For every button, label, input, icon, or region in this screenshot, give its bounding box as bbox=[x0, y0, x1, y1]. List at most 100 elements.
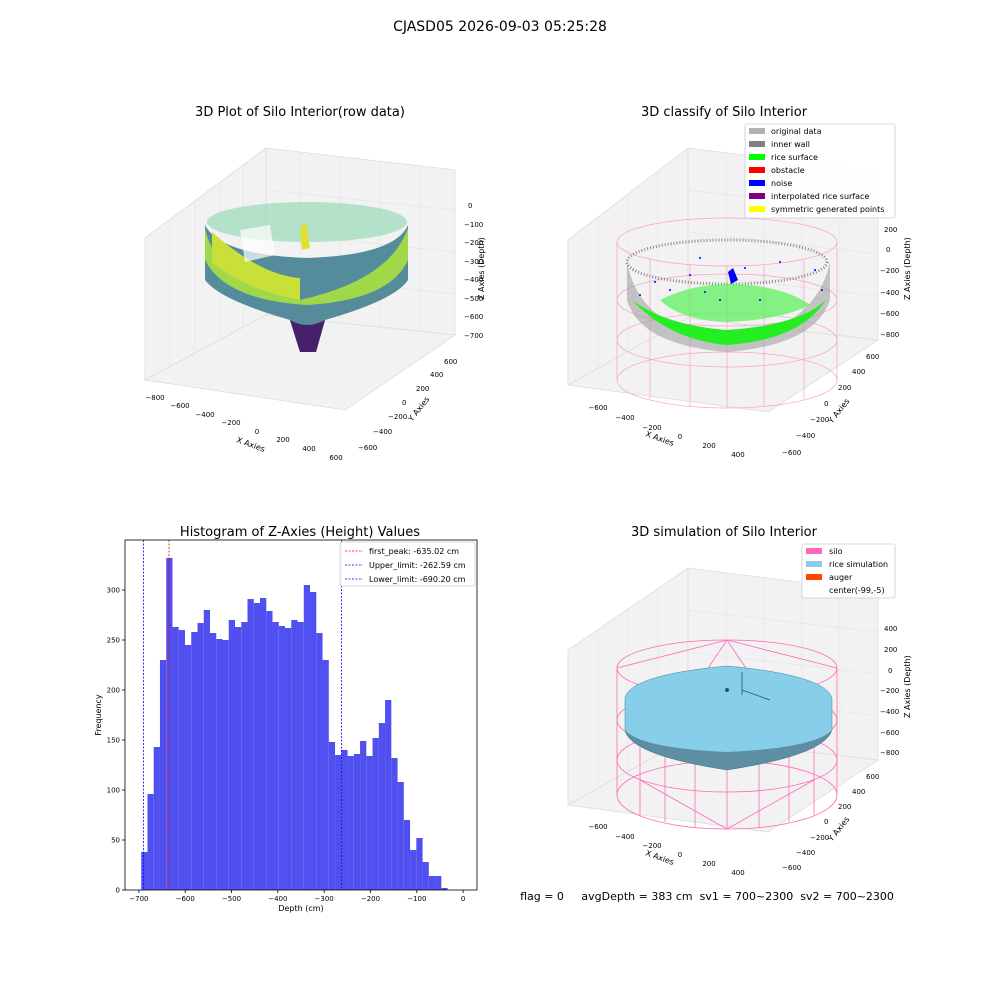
svg-text:400: 400 bbox=[302, 445, 315, 453]
svg-text:−400: −400 bbox=[796, 849, 815, 857]
svg-text:−400: −400 bbox=[796, 432, 815, 440]
histogram-axes-frame bbox=[124, 539, 478, 891]
svg-text:−400: −400 bbox=[880, 708, 899, 716]
svg-text:−800: −800 bbox=[145, 394, 164, 402]
raw-z-axis-label: Z Axies (Depth) bbox=[477, 237, 486, 300]
histogram-bar bbox=[278, 626, 286, 890]
histogram-bar bbox=[316, 633, 323, 890]
svg-text:0: 0 bbox=[678, 433, 682, 441]
raw-y-ticks: −600 −400 −200 0 200 400 600 bbox=[358, 358, 457, 452]
legend-swatch-inner-wall bbox=[749, 141, 765, 147]
svg-text:600: 600 bbox=[329, 454, 342, 462]
legend-swatch-auger bbox=[806, 574, 822, 580]
legend-label-center: center(-99,-5) bbox=[829, 586, 885, 595]
classify-y-ticks: −600 −400 −200 0 200 400 600 bbox=[782, 353, 879, 457]
histogram-bar bbox=[366, 756, 373, 890]
histogram-bar bbox=[353, 754, 361, 890]
legend-label-inner-wall: inner wall bbox=[771, 140, 810, 149]
legend-label-auger: auger bbox=[829, 573, 853, 582]
legend-label-noise: noise bbox=[771, 179, 792, 188]
histogram-x-tick-label: −300 bbox=[315, 895, 334, 903]
histogram-x-tick-label: −600 bbox=[176, 895, 195, 903]
histogram-bar bbox=[197, 623, 204, 890]
histogram-bar bbox=[153, 747, 160, 890]
legend-label-upper-limit: Upper_limit: -262.59 cm bbox=[369, 561, 466, 570]
svg-text:0: 0 bbox=[824, 818, 828, 826]
simulation-x-ticks: −600 −400 −200 0 200 400 bbox=[588, 823, 744, 877]
svg-text:−600: −600 bbox=[782, 449, 801, 457]
histogram-bar bbox=[235, 627, 242, 890]
histogram-bar bbox=[247, 599, 254, 890]
histogram-bar bbox=[203, 610, 210, 890]
legend-swatch-silo bbox=[806, 548, 822, 554]
histogram-bar bbox=[178, 630, 185, 890]
legend-label-first-peak: first_peak: -635.02 cm bbox=[369, 547, 459, 556]
histogram-bars bbox=[141, 558, 448, 890]
simulation-y-axis-label: Y Axies bbox=[826, 815, 852, 844]
figure-title: CJASD05 2026-09-03 05:25:28 bbox=[393, 19, 607, 35]
svg-text:−400: −400 bbox=[615, 414, 634, 422]
histogram-bar bbox=[410, 850, 417, 890]
histogram-bar bbox=[310, 592, 317, 890]
svg-text:−600: −600 bbox=[170, 402, 189, 410]
raw-panel-title: 3D Plot of Silo Interior(row data) bbox=[195, 105, 405, 120]
legend-label-symmetric: symmetric generated points bbox=[771, 205, 884, 214]
svg-text:−200: −200 bbox=[642, 842, 661, 850]
svg-text:200: 200 bbox=[838, 384, 851, 392]
svg-text:400: 400 bbox=[731, 869, 744, 877]
svg-text:−200: −200 bbox=[880, 267, 899, 275]
histogram-bar bbox=[260, 598, 267, 890]
histogram-bar bbox=[397, 782, 404, 890]
histogram-y-tick-label: 250 bbox=[107, 637, 120, 645]
panel-classify-3d: 3D classify of Silo Interior bbox=[566, 105, 912, 459]
histogram-bar bbox=[322, 660, 329, 890]
histogram-vlines bbox=[143, 540, 342, 890]
histogram-bar bbox=[385, 700, 392, 890]
svg-text:−400: −400 bbox=[464, 276, 483, 284]
simulation-panel-title: 3D simulation of Silo Interior bbox=[631, 525, 818, 540]
svg-text:−400: −400 bbox=[615, 833, 634, 841]
svg-text:−400: −400 bbox=[195, 411, 214, 419]
svg-text:−600: −600 bbox=[588, 823, 607, 831]
svg-text:400: 400 bbox=[884, 625, 897, 633]
legend-label-original-data: original data bbox=[771, 127, 822, 136]
histogram-y-tick-label: 200 bbox=[107, 687, 120, 695]
svg-text:0: 0 bbox=[468, 202, 472, 210]
classify-x-axis-label: X Axies bbox=[644, 429, 675, 448]
svg-text:−300: −300 bbox=[464, 258, 483, 266]
svg-text:200: 200 bbox=[884, 646, 897, 654]
svg-text:200: 200 bbox=[276, 436, 289, 444]
classify-points bbox=[625, 238, 830, 352]
svg-text:−800: −800 bbox=[880, 331, 899, 339]
histogram-bar bbox=[328, 742, 336, 890]
svg-text:−600: −600 bbox=[464, 313, 483, 321]
legend-label-rice-simulation: rice simulation bbox=[829, 560, 888, 569]
classify-z-axis-label: Z Axies (Depth) bbox=[903, 237, 912, 300]
histogram-bar bbox=[378, 723, 386, 890]
svg-text:−600: −600 bbox=[782, 864, 801, 872]
histogram-bar bbox=[285, 628, 292, 890]
legend-label-silo: silo bbox=[829, 547, 843, 556]
classify-y-axis-label: Y Axies bbox=[826, 397, 852, 426]
svg-text:−200: −200 bbox=[464, 239, 483, 247]
legend-swatch-rice-simulation bbox=[806, 561, 822, 567]
histogram-bar bbox=[435, 876, 442, 890]
svg-text:−600: −600 bbox=[358, 444, 377, 452]
classify-panel-title: 3D classify of Silo Interior bbox=[641, 105, 808, 120]
histogram-y-tick-label: 300 bbox=[107, 587, 120, 595]
histogram-bar bbox=[335, 755, 342, 890]
histogram-bar bbox=[241, 622, 248, 890]
legend-swatch-interpolated bbox=[749, 193, 765, 199]
svg-text:0: 0 bbox=[824, 400, 828, 408]
raw-scatter-surface bbox=[205, 202, 408, 352]
svg-text:600: 600 bbox=[866, 773, 879, 781]
legend-label-rice-surface: rice surface bbox=[771, 153, 818, 162]
panel-histogram: Histogram of Z-Axies (Height) Values −70… bbox=[94, 525, 478, 913]
histogram-bar bbox=[272, 622, 279, 890]
histogram-x-tick-label: −400 bbox=[268, 895, 287, 903]
svg-text:−200: −200 bbox=[388, 413, 407, 421]
histogram-bar bbox=[184, 645, 192, 890]
legend-swatch-original-data bbox=[749, 128, 765, 134]
legend-swatch-obstacle bbox=[749, 167, 765, 173]
histogram-y-tick-label: 50 bbox=[111, 837, 120, 845]
